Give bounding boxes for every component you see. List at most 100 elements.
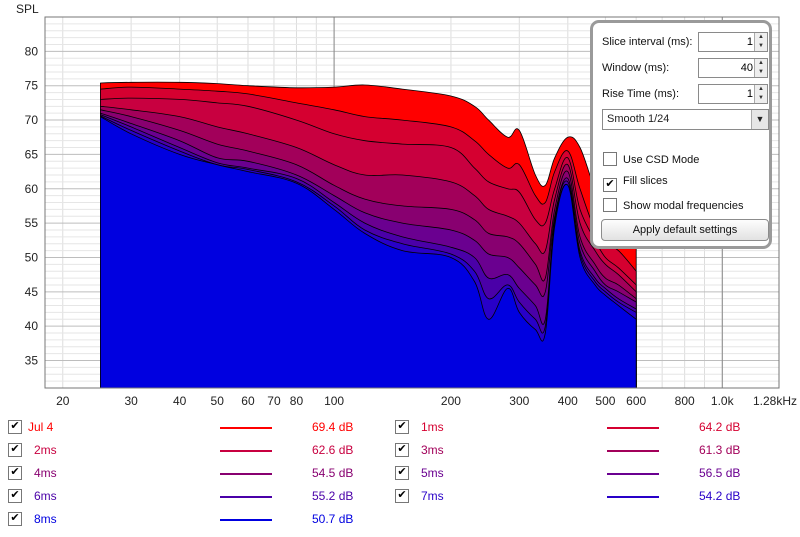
legend-line-swatch	[220, 519, 272, 521]
legend-name: 1ms	[421, 420, 444, 434]
x-tick-label: 60	[241, 394, 255, 408]
legend-line-swatch	[607, 496, 659, 498]
x-tick-label: 200	[441, 394, 461, 408]
legend-value: 54.5 dB	[312, 466, 354, 480]
plot-frame	[44, 16, 780, 389]
y-tick-label: 35	[25, 354, 39, 368]
legend-item[interactable]: ✔ 3ms 61.3 dB	[395, 442, 775, 462]
legend-name: 3ms	[421, 443, 444, 457]
legend-checkbox[interactable]: ✔	[395, 420, 409, 434]
x-tick-label: 400	[558, 394, 578, 408]
settings-panel: Slice interval (ms): ▲ ▼ Window (ms): ▲ …	[590, 20, 772, 249]
legend-name: 5ms	[421, 466, 444, 480]
series-area-8	[100, 116, 637, 389]
waterfall-chart[interactable]: SPL 35 40 45 50 55 60 65 70 75 80 20 30 40 50 60 70 80 10…	[0, 0, 800, 410]
slice-interval-spinner[interactable]: ▲ ▼	[698, 32, 768, 52]
legend-item[interactable]: ✔ 4ms 54.5 dB	[8, 465, 388, 485]
legend-checkbox[interactable]: ✔	[395, 443, 409, 457]
legend-checkbox[interactable]: ✔	[8, 443, 22, 457]
legend-item[interactable]: ✔ 2ms 62.6 dB	[8, 442, 388, 462]
y-tick-label: 40	[25, 319, 39, 333]
legend-value: 64.2 dB	[699, 420, 741, 434]
legend-name: 6ms	[34, 489, 57, 503]
legend-name: Jul 4	[28, 420, 54, 434]
legend-value: 56.5 dB	[699, 466, 741, 480]
rise-time-label: Rise Time (ms):	[602, 88, 679, 100]
legend-name: 7ms	[421, 489, 444, 503]
legend-checkbox[interactable]: ✔	[8, 420, 22, 434]
chevron-down-icon[interactable]: ▼	[751, 110, 768, 129]
legend-item[interactable]: ✔ Jul 4 69.4 dB	[8, 419, 388, 439]
slice-interval-input[interactable]	[699, 33, 755, 51]
y-tick-label: 70	[25, 113, 39, 127]
spin-down-icon[interactable]: ▼	[754, 42, 767, 51]
legend-line-swatch	[607, 473, 659, 475]
legend-line-swatch	[220, 496, 272, 498]
legend-line-swatch	[220, 473, 272, 475]
modal-frequencies-option[interactable]: Show modal frequencies	[603, 198, 743, 212]
legend-line-swatch	[220, 427, 272, 429]
rise-time-input[interactable]	[699, 85, 755, 103]
window-label: Window (ms):	[602, 62, 670, 74]
legend-checkbox[interactable]: ✔	[395, 489, 409, 503]
legend-checkbox[interactable]: ✔	[8, 512, 22, 526]
y-tick-label: 80	[25, 44, 39, 58]
x-tick-label: 20	[56, 394, 70, 408]
x-tick-label: 30	[124, 394, 138, 408]
legend-value: 54.2 dB	[699, 489, 741, 503]
x-tick-label: 1.0k	[711, 394, 735, 408]
fill-slices-label: Fill slices	[623, 175, 668, 187]
x-tick-label: 800	[675, 394, 695, 408]
smoothing-select[interactable]: Smooth 1/24 ▼	[602, 109, 769, 130]
slice-interval-label: Slice interval (ms):	[602, 36, 693, 48]
y-tick-label: 65	[25, 147, 39, 161]
x-tick-label: 80	[290, 394, 304, 408]
legend-value: 55.2 dB	[312, 489, 354, 503]
y-tick-label: 60	[25, 182, 39, 196]
legend-value: 50.7 dB	[312, 512, 354, 526]
legend-value: 61.3 dB	[699, 443, 741, 457]
x-tick-label: 40	[173, 394, 187, 408]
rise-time-spinner[interactable]: ▲ ▼	[698, 84, 768, 104]
apply-default-settings-button[interactable]: Apply default settings	[601, 219, 769, 241]
modal-frequencies-checkbox[interactable]	[603, 198, 617, 212]
x-tick-label: 500	[595, 394, 615, 408]
modal-frequencies-label: Show modal frequencies	[623, 200, 744, 212]
legend-line-swatch	[607, 427, 659, 429]
x-tick-label: 1.28kHz	[753, 394, 797, 408]
legend-name: 2ms	[34, 443, 57, 457]
x-tick-label: 100	[324, 394, 344, 408]
x-tick-label: 300	[509, 394, 529, 408]
use-csd-option[interactable]: Use CSD Mode	[603, 152, 699, 166]
legend-checkbox[interactable]: ✔	[395, 466, 409, 480]
y-tick-label: 50	[25, 250, 39, 264]
window-spinner[interactable]: ▲ ▼	[698, 58, 768, 78]
y-axis-title: SPL	[16, 2, 39, 16]
window-input[interactable]	[699, 59, 755, 77]
legend-value: 69.4 dB	[312, 420, 354, 434]
fill-slices-checkbox[interactable]: ✔	[603, 178, 617, 192]
legend-item[interactable]: ✔ 8ms 50.7 dB	[8, 511, 388, 531]
legend-item[interactable]: ✔ 7ms 54.2 dB	[395, 488, 775, 508]
use-csd-checkbox[interactable]	[603, 152, 617, 166]
legend: ✔ Jul 4 69.4 dB ✔ 1ms 64.2 dB ✔ 2ms 62.6 dB ✔ 3ms 6…	[0, 415, 800, 535]
smoothing-value: Smooth 1/24	[607, 113, 670, 125]
x-tick-label: 70	[267, 394, 281, 408]
legend-checkbox[interactable]: ✔	[8, 466, 22, 480]
legend-checkbox[interactable]: ✔	[8, 489, 22, 503]
fill-slices-option[interactable]: ✔ Fill slices	[603, 175, 668, 192]
x-tick-label: 600	[626, 394, 646, 408]
legend-item[interactable]: ✔ 1ms 64.2 dB	[395, 419, 775, 439]
legend-value: 62.6 dB	[312, 443, 354, 457]
legend-name: 4ms	[34, 466, 57, 480]
legend-item[interactable]: ✔ 5ms 56.5 dB	[395, 465, 775, 485]
legend-line-swatch	[220, 450, 272, 452]
y-tick-label: 55	[25, 216, 39, 230]
chart-svg[interactable]: 35 40 45 50 55 60 65 70 75 80 20 30 40 50 60 70 80 100 200…	[0, 0, 800, 410]
use-csd-label: Use CSD Mode	[623, 154, 700, 166]
legend-item[interactable]: ✔ 6ms 55.2 dB	[8, 488, 388, 508]
spin-down-icon[interactable]: ▼	[754, 68, 767, 77]
spin-down-icon[interactable]: ▼	[754, 94, 767, 103]
y-tick-label: 75	[25, 79, 39, 93]
legend-line-swatch	[607, 450, 659, 452]
